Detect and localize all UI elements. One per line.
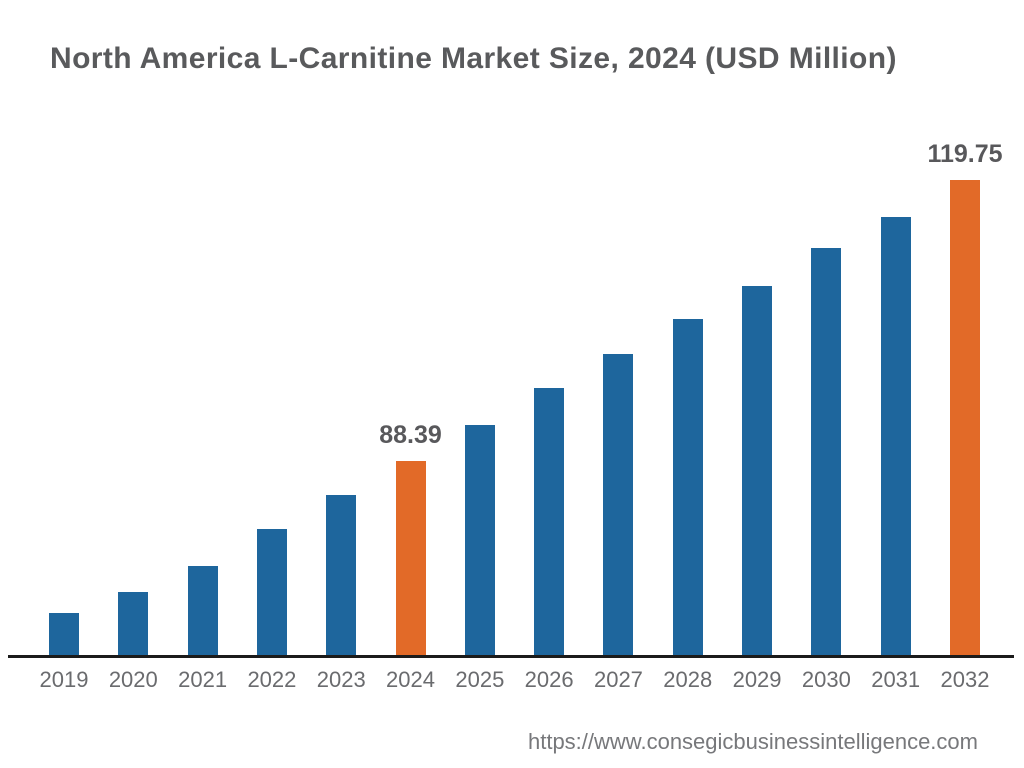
- x-tick-2032: 2032: [940, 667, 990, 692]
- x-axis-line: [8, 655, 1014, 658]
- bar-2026: [534, 388, 565, 656]
- bar-2032: [950, 180, 980, 656]
- x-tick-2022: 2022: [247, 667, 297, 692]
- chart-title: North America L-Carnitine Market Size, 2…: [50, 42, 897, 75]
- bar-2030: [811, 248, 842, 656]
- x-tick-2023: 2023: [316, 667, 366, 692]
- bar-2027: [603, 354, 634, 656]
- x-tick-2019: 2019: [39, 667, 89, 692]
- bar-2022: [256, 529, 287, 656]
- bar-2019: [49, 613, 79, 656]
- x-tick-2027: 2027: [593, 667, 643, 692]
- bar-2021: [187, 566, 218, 656]
- bar-2031: [880, 217, 911, 656]
- x-tick-2021: 2021: [178, 667, 228, 692]
- source-url: https://www.consegicbusinessintelligence…: [527, 729, 978, 754]
- bar-2023: [326, 495, 357, 656]
- x-tick-2024: 2024: [386, 667, 436, 692]
- x-tick-2031: 2031: [871, 667, 921, 692]
- bars-container: 88.39 119.75: [49, 140, 1003, 656]
- bar-2025: [464, 425, 495, 656]
- bar-value-label-2032: 119.75: [927, 140, 1003, 168]
- x-tick-2020: 2020: [108, 667, 158, 692]
- bar-2028: [672, 319, 703, 656]
- x-axis-labels: 2019 2020 2021 2022 2023 2024 2025 2026 2027 2028…: [40, 667, 990, 697]
- bar-value-label-2024: 88.39: [379, 421, 442, 449]
- x-tick-2026: 2026: [524, 667, 574, 692]
- bar-2024: [395, 461, 426, 656]
- bar-2020: [118, 592, 149, 656]
- bar-2029: [742, 286, 773, 656]
- x-tick-2025: 2025: [455, 667, 505, 692]
- x-tick-2029: 2029: [732, 667, 782, 692]
- x-tick-2028: 2028: [663, 667, 713, 692]
- x-tick-2030: 2030: [801, 667, 851, 692]
